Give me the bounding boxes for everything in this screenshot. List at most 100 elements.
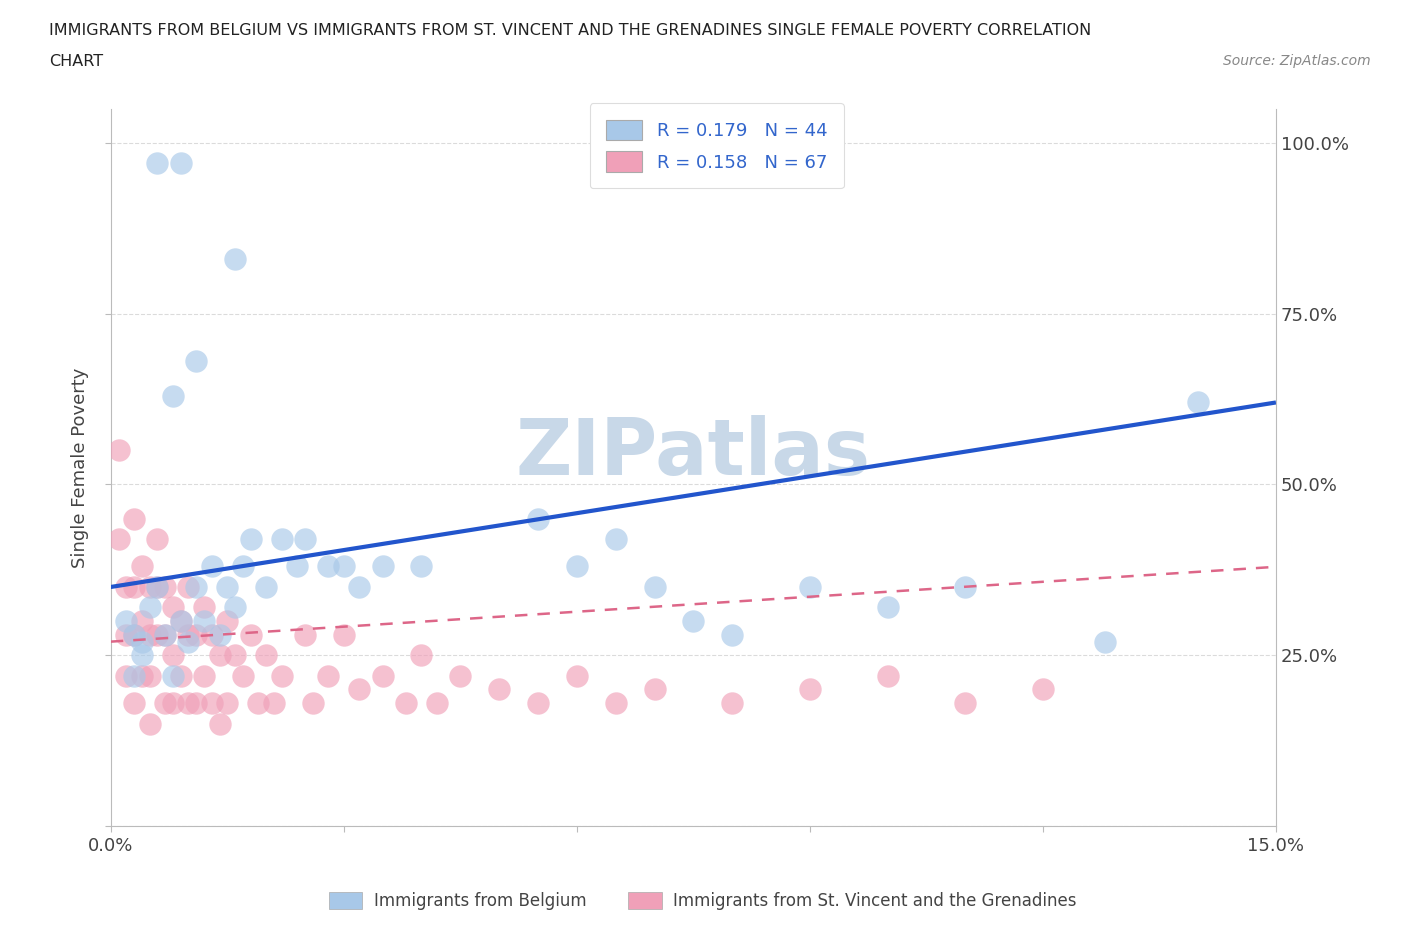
Point <box>349 579 371 594</box>
Point <box>333 559 356 574</box>
Point <box>254 579 277 594</box>
Point <box>721 696 744 711</box>
Point <box>201 696 224 711</box>
Point <box>153 628 176 643</box>
Point <box>395 696 418 711</box>
Point <box>138 669 160 684</box>
Point <box>122 512 145 526</box>
Point <box>115 579 138 594</box>
Point <box>131 559 153 574</box>
Point <box>488 682 510 697</box>
Point <box>162 669 184 684</box>
Point <box>107 532 129 547</box>
Point <box>224 600 246 615</box>
Point <box>201 559 224 574</box>
Point <box>527 696 550 711</box>
Point <box>115 669 138 684</box>
Point <box>170 156 193 171</box>
Text: Source: ZipAtlas.com: Source: ZipAtlas.com <box>1223 54 1371 68</box>
Point <box>131 648 153 663</box>
Point <box>285 559 308 574</box>
Point <box>146 579 169 594</box>
Point <box>411 559 433 574</box>
Point <box>177 579 200 594</box>
Point <box>208 628 231 643</box>
Text: ZIPatlas: ZIPatlas <box>516 415 870 491</box>
Point <box>170 614 193 629</box>
Point <box>449 669 471 684</box>
Point <box>115 628 138 643</box>
Point <box>146 532 169 547</box>
Point <box>682 614 704 629</box>
Point <box>193 614 215 629</box>
Point <box>263 696 285 711</box>
Point <box>955 696 977 711</box>
Point <box>186 696 208 711</box>
Point <box>371 559 394 574</box>
Y-axis label: Single Female Poverty: Single Female Poverty <box>72 367 89 567</box>
Point <box>170 614 193 629</box>
Point <box>644 579 666 594</box>
Point <box>153 696 176 711</box>
Point <box>565 559 588 574</box>
Point <box>224 251 246 266</box>
Point <box>371 669 394 684</box>
Point <box>138 716 160 731</box>
Text: CHART: CHART <box>49 54 103 69</box>
Point <box>153 628 176 643</box>
Point <box>876 669 898 684</box>
Point <box>131 614 153 629</box>
Point <box>217 696 239 711</box>
Point <box>294 532 316 547</box>
Point <box>876 600 898 615</box>
Point <box>301 696 323 711</box>
Point <box>270 669 292 684</box>
Point <box>146 628 169 643</box>
Point <box>177 634 200 649</box>
Point <box>294 628 316 643</box>
Point <box>411 648 433 663</box>
Point <box>162 696 184 711</box>
Point <box>208 648 231 663</box>
Point <box>239 532 262 547</box>
Point <box>721 628 744 643</box>
Point <box>426 696 449 711</box>
Legend: Immigrants from Belgium, Immigrants from St. Vincent and the Grenadines: Immigrants from Belgium, Immigrants from… <box>322 885 1084 917</box>
Point <box>153 579 176 594</box>
Point <box>138 600 160 615</box>
Legend: R = 0.179   N = 44, R = 0.158   N = 67: R = 0.179 N = 44, R = 0.158 N = 67 <box>591 103 844 189</box>
Point <box>232 559 254 574</box>
Point <box>162 388 184 403</box>
Point <box>247 696 270 711</box>
Point <box>193 669 215 684</box>
Point <box>1187 395 1209 410</box>
Point <box>605 532 627 547</box>
Point <box>232 669 254 684</box>
Point <box>239 628 262 643</box>
Point <box>131 669 153 684</box>
Point <box>162 648 184 663</box>
Point <box>122 628 145 643</box>
Point <box>186 628 208 643</box>
Point <box>316 669 339 684</box>
Point <box>217 579 239 594</box>
Point <box>201 628 224 643</box>
Point <box>270 532 292 547</box>
Point <box>122 628 145 643</box>
Point <box>146 156 169 171</box>
Point <box>333 628 356 643</box>
Point <box>177 696 200 711</box>
Point <box>122 669 145 684</box>
Point <box>170 669 193 684</box>
Point <box>186 579 208 594</box>
Point <box>1094 634 1116 649</box>
Point <box>254 648 277 663</box>
Point <box>122 696 145 711</box>
Point <box>208 716 231 731</box>
Point <box>955 579 977 594</box>
Point <box>217 614 239 629</box>
Point <box>138 628 160 643</box>
Point <box>193 600 215 615</box>
Point <box>162 600 184 615</box>
Point <box>316 559 339 574</box>
